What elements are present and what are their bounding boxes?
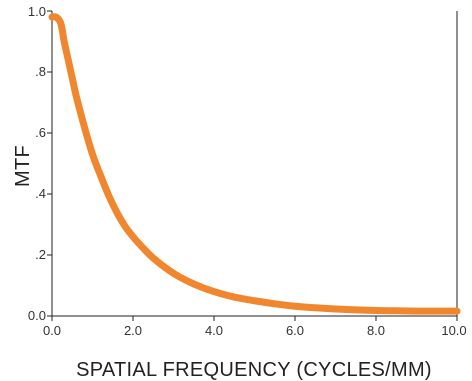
y-tick-label: 1.0 [28, 4, 46, 19]
x-tick-label: 6.0 [286, 323, 304, 338]
y-axis-title: MTF [12, 145, 34, 187]
series-layer [48, 13, 461, 315]
y-tick-label: 0.0 [28, 308, 46, 323]
x-tick-label: 0.0 [43, 323, 61, 338]
y-tick-label: .2 [35, 247, 46, 262]
y-tick-label: .4 [35, 186, 46, 201]
axes [51, 11, 458, 317]
y-tick-label: .6 [35, 125, 46, 140]
x-tick-label: 8.0 [367, 323, 385, 338]
y-tick-label: .8 [35, 64, 46, 79]
x-tick-label: 2.0 [124, 323, 142, 338]
x-ticks: 0.0 2.0 4.0 6.0 8.0 10.0 [43, 316, 467, 338]
x-axis-title: SPATIAL FREQUENCY (CYCLES/MM) [76, 359, 432, 381]
x-tick-label: 4.0 [205, 323, 223, 338]
mtf-curve-line [48, 13, 461, 315]
y-ticks: 0.0 .2 .4 .6 .8 1.0 [28, 4, 52, 323]
x-tick-label: 10.0 [441, 323, 466, 338]
